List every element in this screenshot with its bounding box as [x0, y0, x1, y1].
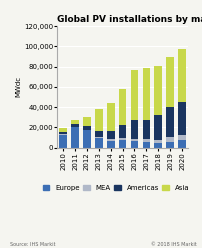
Bar [71, 120, 79, 124]
Bar [118, 89, 126, 125]
Bar [95, 137, 102, 138]
Bar [118, 125, 126, 138]
Bar [59, 132, 67, 134]
Bar [154, 140, 161, 143]
Bar [154, 143, 161, 148]
Bar [130, 120, 138, 139]
Bar [106, 139, 114, 141]
Text: Source: IHS Markit: Source: IHS Markit [10, 242, 55, 247]
Bar [118, 140, 126, 148]
Bar [177, 140, 185, 148]
Bar [177, 134, 185, 140]
Bar [154, 66, 161, 115]
Bar [95, 131, 102, 137]
Bar [130, 141, 138, 148]
Bar [165, 142, 173, 148]
Bar [142, 68, 149, 120]
Bar [142, 142, 149, 148]
Bar [59, 134, 67, 148]
Bar [130, 70, 138, 120]
Bar [83, 117, 90, 126]
Bar [142, 120, 149, 139]
Bar [59, 128, 67, 132]
Bar [130, 139, 138, 141]
Bar [71, 124, 79, 127]
Bar [165, 107, 173, 137]
Bar [71, 127, 79, 148]
Bar [95, 109, 102, 131]
Bar [154, 115, 161, 140]
Bar [106, 103, 114, 131]
Y-axis label: MWdc: MWdc [15, 76, 21, 97]
Bar [118, 138, 126, 140]
Legend: Europe, MEA, Americas, Asia: Europe, MEA, Americas, Asia [42, 185, 189, 191]
Bar [83, 130, 90, 148]
Bar [177, 102, 185, 134]
Bar [106, 141, 114, 148]
Bar [95, 138, 102, 148]
Text: Global PV installations by major region: Global PV installations by major region [57, 15, 202, 24]
Bar [106, 131, 114, 139]
Text: © 2018 IHS Markit: © 2018 IHS Markit [150, 242, 196, 247]
Bar [83, 126, 90, 130]
Bar [165, 57, 173, 107]
Bar [142, 139, 149, 142]
Bar [177, 49, 185, 102]
Bar [165, 137, 173, 142]
